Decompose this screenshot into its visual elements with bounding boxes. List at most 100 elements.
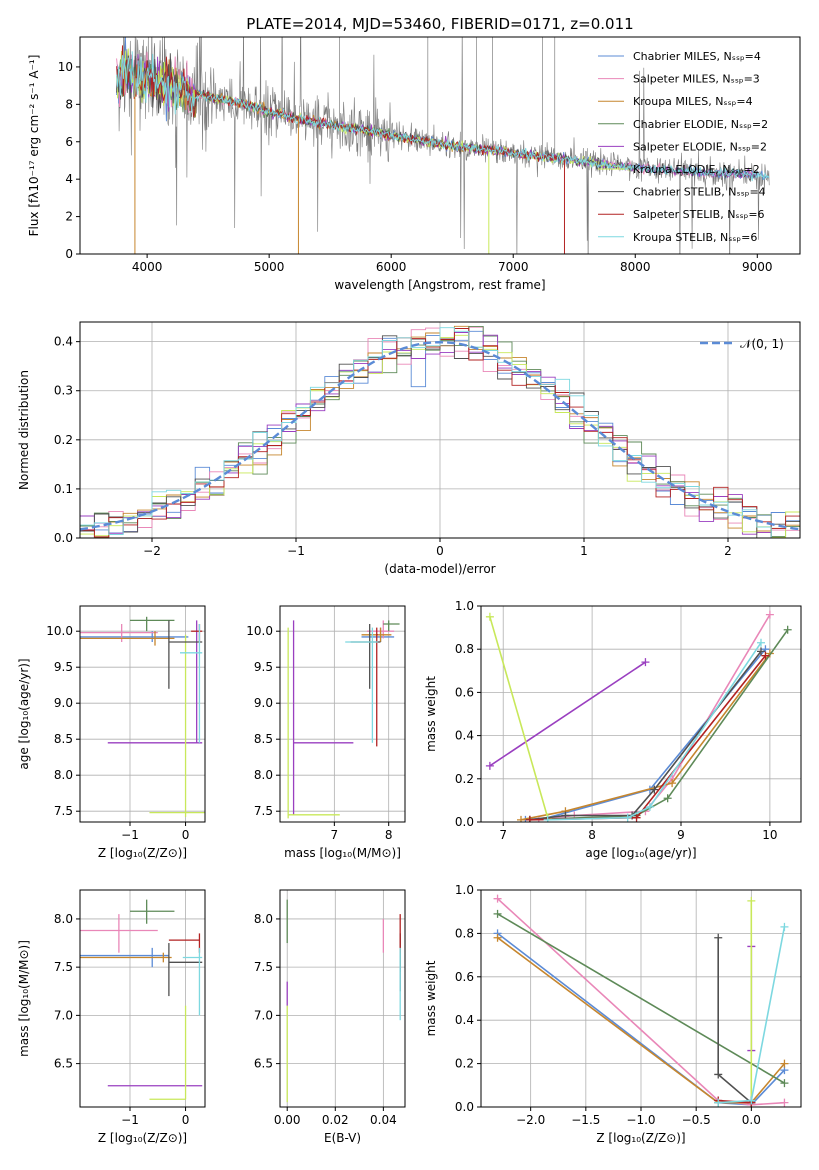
y-tick-label: 10 [58,60,73,74]
weight-marker [765,610,774,619]
y-tick-label: 8.0 [254,912,273,926]
weight-marker [485,612,494,621]
x-tick-label: 5000 [254,260,285,274]
y-tick-label: 6 [65,135,73,149]
legend: Chabrier MILES, Nₛₛₚ=4 Salpeter MILES, Nₛ… [598,50,768,244]
y-tick-label: 9.0 [54,696,73,710]
x-tick-label: 9 [677,828,685,842]
x-tick-label: 6000 [376,260,407,274]
y-axis-label: mass [log₁₀(M/M⊙)] [17,940,31,1057]
y-tick-label: 0.2 [455,1057,474,1071]
weight-marker [561,811,570,820]
x-tick-label: 9000 [742,260,773,274]
plot-area [287,620,400,819]
weight-marker [714,1070,723,1079]
weight-line-2 [497,937,786,1104]
y-tick-label: 0.0 [455,1100,474,1114]
y-tick-label: 0.3 [54,384,73,398]
y-tick-label: 2 [65,210,73,224]
plot-area [80,899,203,1100]
y-tick-label: 0.6 [455,970,474,984]
panel-age-vs-mass: 7 8 7.5 8.0 8.5 9.0 9.5 10.0 mass [log₁₀(M/M⊙)] [246,605,406,860]
x-tick-label: −0.5 [682,1113,711,1127]
legend-label: Salpeter MILES, Nₛₛₚ=3 [633,73,760,86]
x-tick-label: −1.5 [571,1113,600,1127]
weight-marker [645,802,654,811]
weight-marker [757,638,765,647]
y-tick-label: 7.0 [54,1008,73,1022]
x-tick-label: 0 [182,828,190,842]
y-tick-label: 0.4 [455,1013,474,1027]
weight-marker [485,761,494,770]
weight-line-4 [489,661,646,767]
y-tick-label: 0.4 [455,729,474,743]
weight-line-8 [547,642,762,821]
weight-marker [757,647,765,656]
weight-marker [632,813,641,822]
x-tick-label: 0 [182,1113,190,1127]
x-axis-label: Z [log₁₀(Z/Z⊙)] [596,1131,685,1145]
weight-line-0 [497,932,785,1106]
legend-label: Chabrier ELODIE, Nₛₛₚ=2 [633,118,768,131]
y-tick-label: 10.0 [46,624,73,638]
weight-marker [714,933,723,942]
x-tick-label: 1 [580,544,588,558]
y-tick-label: 1.0 [455,599,474,613]
y-axis-label: mass weight [424,960,438,1036]
weight-marker [668,779,677,788]
weight-marker [761,651,770,660]
panel-weight-vs-age: 7 8 9 10 0.0 0.2 0.4 0.6 0.8 1.0 age [log₁₀(age/yr… [424,599,802,860]
y-tick-label: 8.0 [254,768,273,782]
chart-title: PLATE=2014, MJD=53460, FIBERID=0171, z=0… [246,15,633,33]
panel-age-vs-Z: −1 0 7.5 8.0 8.5 9.0 9.5 10.0 Z [log₁₀(Z/Z⊙)] age… [17,605,206,860]
y-tick-label: 7.5 [54,960,73,974]
y-tick-label: 6.5 [54,1057,73,1071]
y-tick-label: 7.5 [54,804,73,818]
x-axis-label: Z [log₁₀(Z/Z⊙)] [98,1131,187,1145]
y-tick-label: 0.0 [455,815,474,829]
x-tick-label: 2 [724,544,732,558]
x-tick-label: 0 [436,544,444,558]
legend-label: Salpeter STELIB, Nₛₛₚ=6 [633,208,765,221]
weight-marker [783,625,792,634]
panel-mass-vs-Z: −1 0 6.5 7.0 7.5 8.0 Z [log₁₀(Z/Z⊙)] mass [log₁… [17,889,206,1145]
y-tick-label: 1.0 [455,883,474,897]
legend-label: Kroupa MILES, Nₛₛₚ=4 [633,95,753,108]
y-tick-label: 8.0 [54,768,73,782]
y-tick-label: 7.5 [254,960,273,974]
weight-marker [780,1079,789,1088]
axes-frame [279,889,406,1108]
weight-line-5 [489,616,549,818]
weight-line-3 [529,629,789,821]
weight-marker [747,896,756,905]
x-tick-label: −2 [143,544,161,558]
weight-marker [493,933,502,942]
x-tick-label: 0.0 [742,1113,761,1127]
x-axis-label: mass [log₁₀(M/M⊙)] [284,846,401,860]
legend-label: Salpeter ELODIE, Nₛₛₚ=2 [633,140,767,153]
axes-frame [79,605,206,823]
x-axis-label: Z [log₁₀(Z/Z⊙)] [98,846,187,860]
y-tick-label: 0.6 [455,685,474,699]
panel-weight-vs-Z: −2.0 −1.5 −1.0 −0.5 0.0 0.0 0.2 0.4 0.6 0.8 1.0 Z [… [424,883,802,1145]
y-tick-label: 0.8 [455,926,474,940]
x-tick-label: 4000 [132,260,163,274]
y-tick-label: 0 [65,247,73,261]
x-tick-label: 8 [588,828,596,842]
plot-area [116,37,770,254]
plot-area [493,894,789,1107]
weight-marker [714,1098,723,1107]
x-tick-label: −1 [121,828,139,842]
weight-marker [493,894,502,903]
weight-marker [623,813,632,822]
y-tick-label: 0.0 [54,531,73,545]
y-axis-label: mass weight [424,676,438,752]
weight-marker [780,1059,789,1068]
weight-marker [525,815,534,822]
x-axis-label: E(B-V) [324,1131,361,1145]
y-tick-label: 9.5 [254,660,273,674]
legend-label: 𝒩(0, 1) [740,337,784,351]
x-axis-label: wavelength [Angstrom, rest frame] [334,278,545,292]
axes-frame [79,36,801,255]
